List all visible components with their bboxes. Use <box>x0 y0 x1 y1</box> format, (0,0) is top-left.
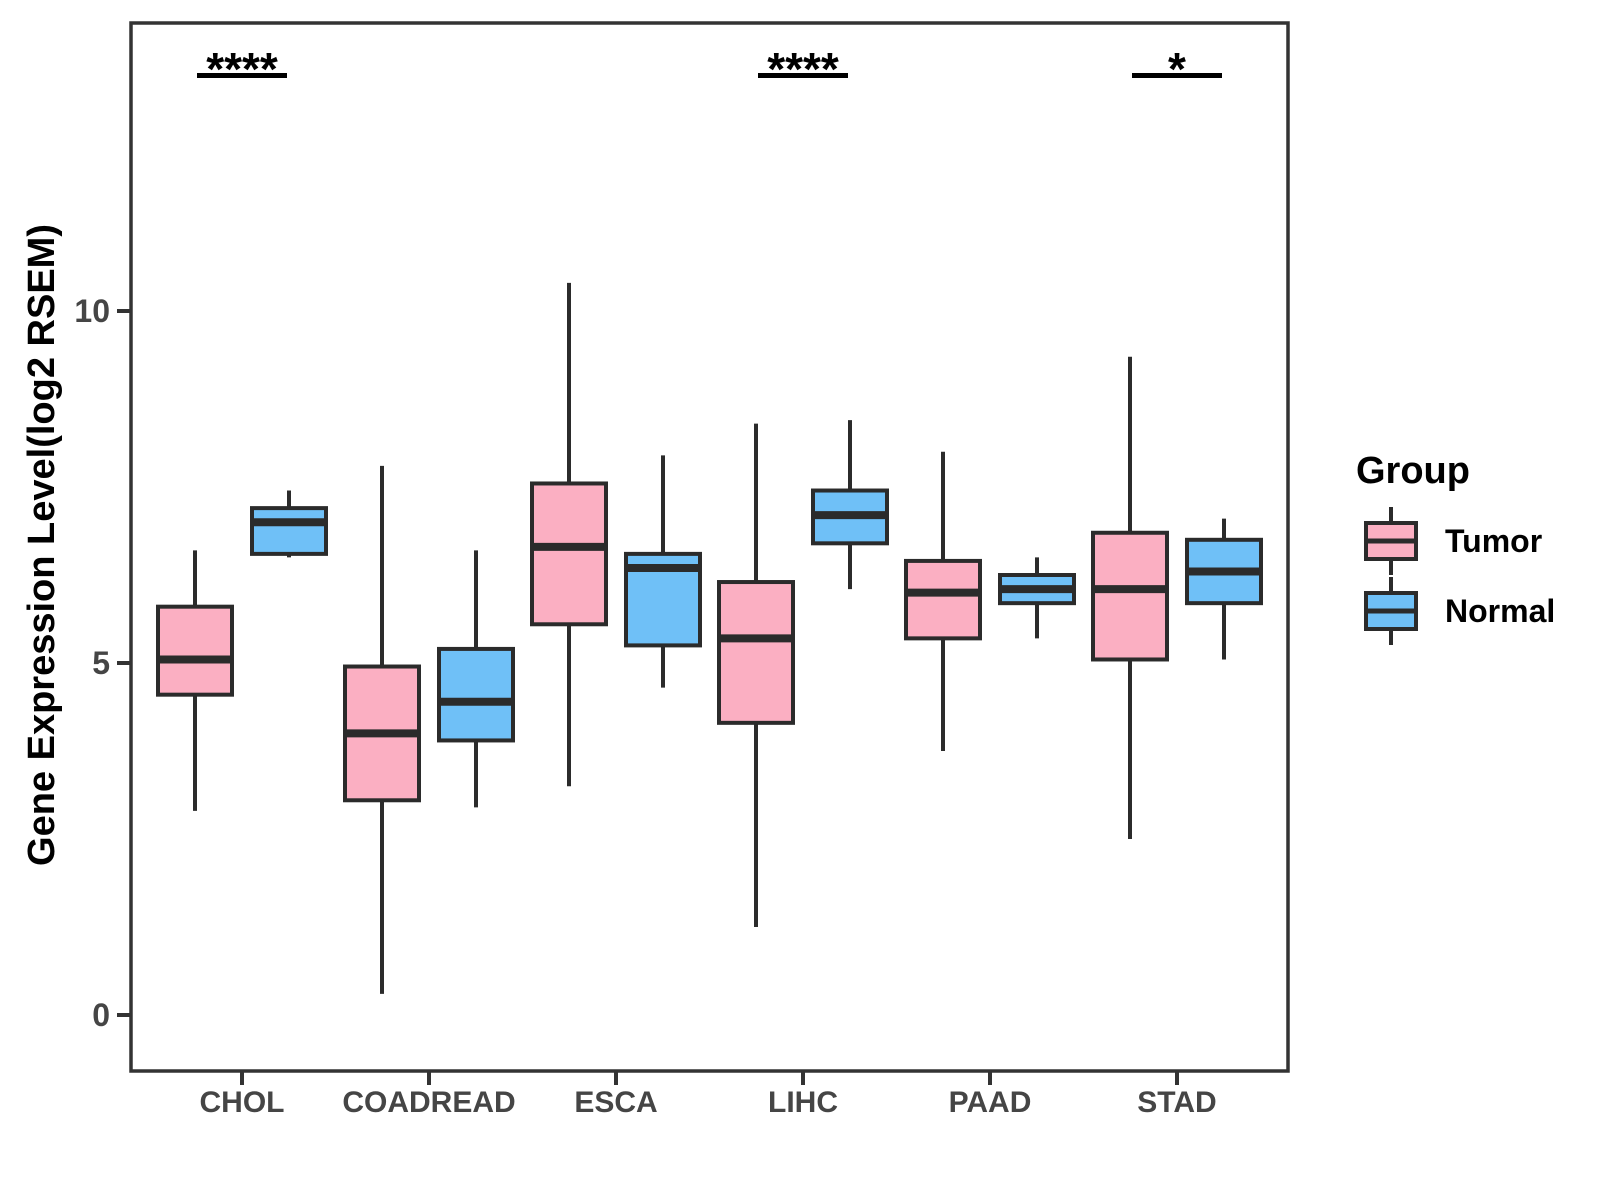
box-Normal-COADREAD <box>437 646 515 743</box>
x-tick-label-COADREAD: COADREAD <box>342 1086 516 1119</box>
y-axis-title: Gene Expression Level(log2 RSEM) <box>21 224 63 866</box>
significance-stars-LIHC: **** <box>767 43 839 95</box>
y-tick-label-10: 10 <box>74 293 110 329</box>
y-tick-label-5: 5 <box>92 645 110 681</box>
box-Tumor-ESCA <box>530 481 608 627</box>
legend-title: Group <box>1356 450 1470 492</box>
x-tick-label-LIHC: LIHC <box>768 1086 838 1119</box>
legend-label-normal: Normal <box>1445 593 1556 629</box>
box-Normal-CHOL <box>250 506 328 556</box>
significance-bar-LIHC <box>758 73 848 78</box>
significance-stars-CHOL: **** <box>206 43 278 95</box>
x-tick-label-CHOL: CHOL <box>199 1086 285 1119</box>
x-tick-label-PAAD: PAAD <box>948 1086 1032 1119</box>
plot-panel-border <box>129 21 1290 1073</box>
x-tick-label-ESCA: ESCA <box>574 1086 658 1119</box>
legend-key-tumor-boxplot-icon <box>1364 507 1418 575</box>
box-Tumor-CHOL <box>156 604 234 697</box>
y-tick-label-0: 0 <box>92 997 110 1033</box>
box-Tumor-LIHC <box>717 580 795 725</box>
legend-label-tumor: Tumor <box>1445 523 1543 559</box>
box-Tumor-STAD <box>1091 530 1169 662</box>
box-Tumor-PAAD <box>904 558 982 641</box>
x-tick-label-STAD: STAD <box>1137 1086 1217 1119</box>
legend-key-normal-boxplot-icon <box>1364 577 1418 645</box>
significance-stars-STAD: * <box>1168 43 1186 95</box>
significance-bar-STAD <box>1132 73 1222 78</box>
significance-bar-CHOL <box>197 73 287 78</box>
